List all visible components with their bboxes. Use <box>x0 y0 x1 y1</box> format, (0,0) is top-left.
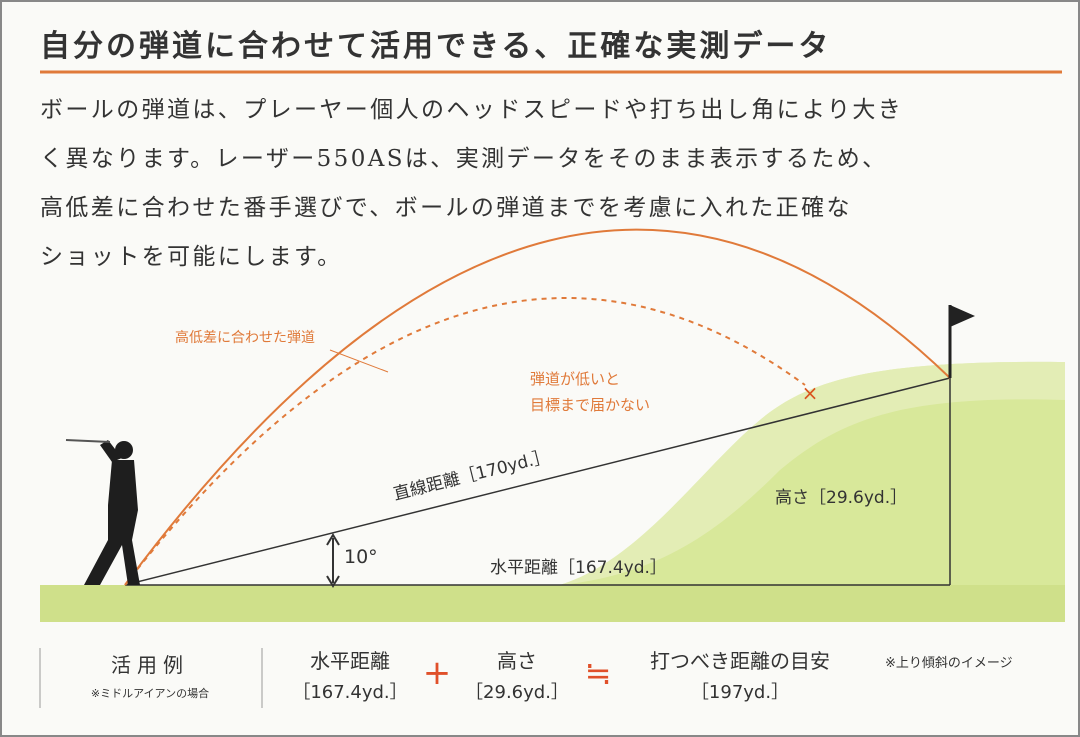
arc-leader <box>329 349 389 373</box>
angle-label: 10° <box>344 546 378 568</box>
arc-label: 高低差に合わせた弾道 <box>175 329 315 346</box>
target: 打つべき距離の目安 <box>650 649 830 673</box>
approx: ≒ <box>585 654 612 692</box>
height-label: 高さ［29.6yd.］ <box>775 488 907 508</box>
footer-note: ※上り傾斜のイメージ <box>885 656 1013 671</box>
angle-arrowheads <box>326 533 340 588</box>
example-note: ※ミドルアイアンの場合 <box>91 686 209 700</box>
body-line: ショットを可能にします。 <box>40 244 343 270</box>
body: ボールの弾道は、プレーヤー個人のヘッドスピードや打ち出し角により大き く異なりま… <box>40 97 903 270</box>
body-line: 高低差に合わせた番手選びで、ボールの弾道までを考慮に入れた正確な <box>40 195 852 221</box>
golfer <box>65 439 140 585</box>
horizontal: 水平距離 <box>310 649 390 673</box>
ground <box>40 585 1065 622</box>
height: 高さ <box>497 649 537 673</box>
low-label: 目標まで届かない <box>530 396 650 414</box>
horizontal-value: ［167.4yd.］ <box>292 682 407 703</box>
height-value: ［29.6yd.］ <box>465 682 569 703</box>
title: 自分の弾道に合わせて活用できる、正確な実測データ <box>40 29 831 64</box>
target-value: ［197yd.］ <box>691 682 789 703</box>
body-line: ボールの弾道は、プレーヤー個人のヘッドスピードや打ち出し角により大き <box>40 97 903 123</box>
straight-line <box>124 377 951 586</box>
low-label: 弾道が低いと <box>530 370 620 388</box>
body-line: く異なります。レーザー550ASは、実測データをそのまま表示するため、 <box>40 146 888 172</box>
miss-mark: × <box>802 381 819 405</box>
trajectory <box>124 228 951 586</box>
flag <box>950 305 975 327</box>
horizontal-label: 水平距離［167.4yd.］ <box>490 558 667 578</box>
low-trajectory <box>124 297 806 586</box>
example: 活用例 <box>111 653 189 677</box>
hill-highlight <box>560 361 1065 585</box>
plus: + <box>423 653 452 693</box>
